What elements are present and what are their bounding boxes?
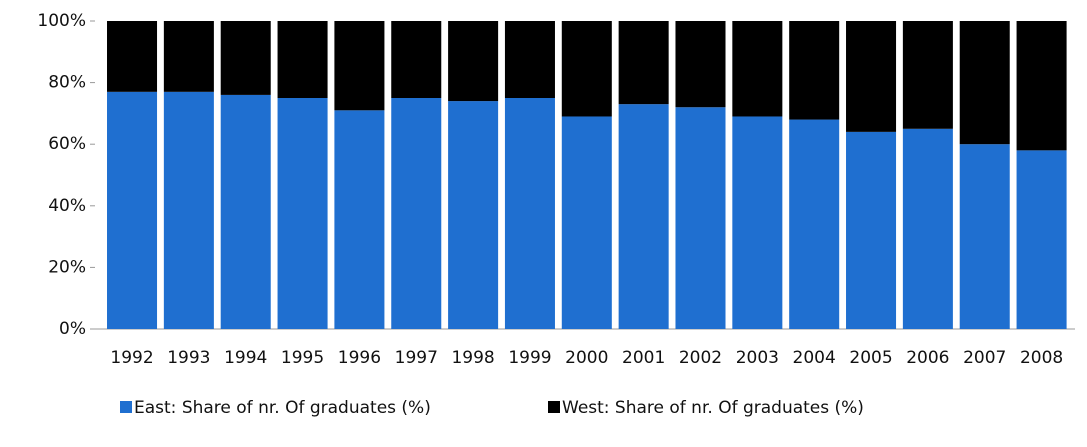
bar-segment	[1016, 150, 1067, 329]
bar-segment	[448, 101, 499, 329]
bar-segment	[504, 21, 555, 98]
bar-segment	[902, 128, 953, 329]
y-tick-label: 20%	[48, 257, 86, 277]
x-tick-label: 1996	[338, 348, 381, 368]
x-tick-label: 1997	[395, 348, 438, 368]
bar-segment	[959, 21, 1010, 145]
bar-segment	[732, 21, 783, 117]
x-tick-label: 2003	[736, 348, 779, 368]
bar-segment	[959, 144, 1010, 329]
bar-segment	[561, 116, 612, 329]
x-tick-label: 1994	[224, 348, 267, 368]
legend-swatch	[548, 401, 560, 413]
bar-segment	[561, 21, 612, 117]
bar-segment	[391, 98, 442, 329]
bar-segment	[504, 98, 555, 329]
x-tick-label: 2008	[1020, 348, 1063, 368]
x-tick-label: 1998	[451, 348, 494, 368]
legend-label: West: Share of nr. Of graduates (%)	[562, 398, 864, 418]
bar-segment	[448, 21, 499, 102]
bar-segment	[163, 21, 214, 92]
x-tick-label: 2002	[679, 348, 722, 368]
bar-segment	[334, 110, 385, 329]
bar-segment	[789, 119, 840, 329]
bar-segment	[391, 21, 442, 98]
x-tick-label: 1999	[508, 348, 551, 368]
x-tick-label: 2001	[622, 348, 665, 368]
y-tick-label: 100%	[37, 11, 86, 31]
x-tick-label: 2007	[963, 348, 1006, 368]
bar-segment	[618, 104, 669, 329]
bar-segment	[220, 21, 271, 95]
bar-segment	[789, 21, 840, 120]
y-tick-label: 80%	[48, 73, 86, 93]
x-tick-label: 2004	[793, 348, 836, 368]
y-tick-label: 0%	[59, 319, 86, 339]
bar-segment	[618, 21, 669, 105]
bar-segment	[902, 21, 953, 129]
x-tick-label: 2005	[849, 348, 892, 368]
bar-segment	[1016, 21, 1067, 151]
bar-segment	[107, 91, 158, 329]
x-tick-label: 1992	[110, 348, 153, 368]
legend-swatch	[120, 401, 132, 413]
bar-segment	[107, 21, 158, 92]
bar-segment	[277, 21, 328, 98]
y-tick-label: 40%	[48, 196, 86, 216]
bar-segment	[675, 107, 726, 330]
bar-segment	[675, 21, 726, 108]
x-tick-label: 1993	[167, 348, 210, 368]
bar-segment	[732, 116, 783, 329]
bar-segment	[334, 21, 385, 111]
x-tick-label: 2006	[906, 348, 949, 368]
bar-segment	[846, 21, 897, 132]
legend-label: East: Share of nr. Of graduates (%)	[134, 398, 431, 418]
x-tick-label: 1995	[281, 348, 324, 368]
bar-segment	[277, 98, 328, 329]
bar-segment	[163, 91, 214, 329]
y-tick-label: 60%	[48, 134, 86, 154]
bar-segment	[846, 131, 897, 329]
x-tick-label: 2000	[565, 348, 608, 368]
bar-segment	[220, 94, 271, 329]
